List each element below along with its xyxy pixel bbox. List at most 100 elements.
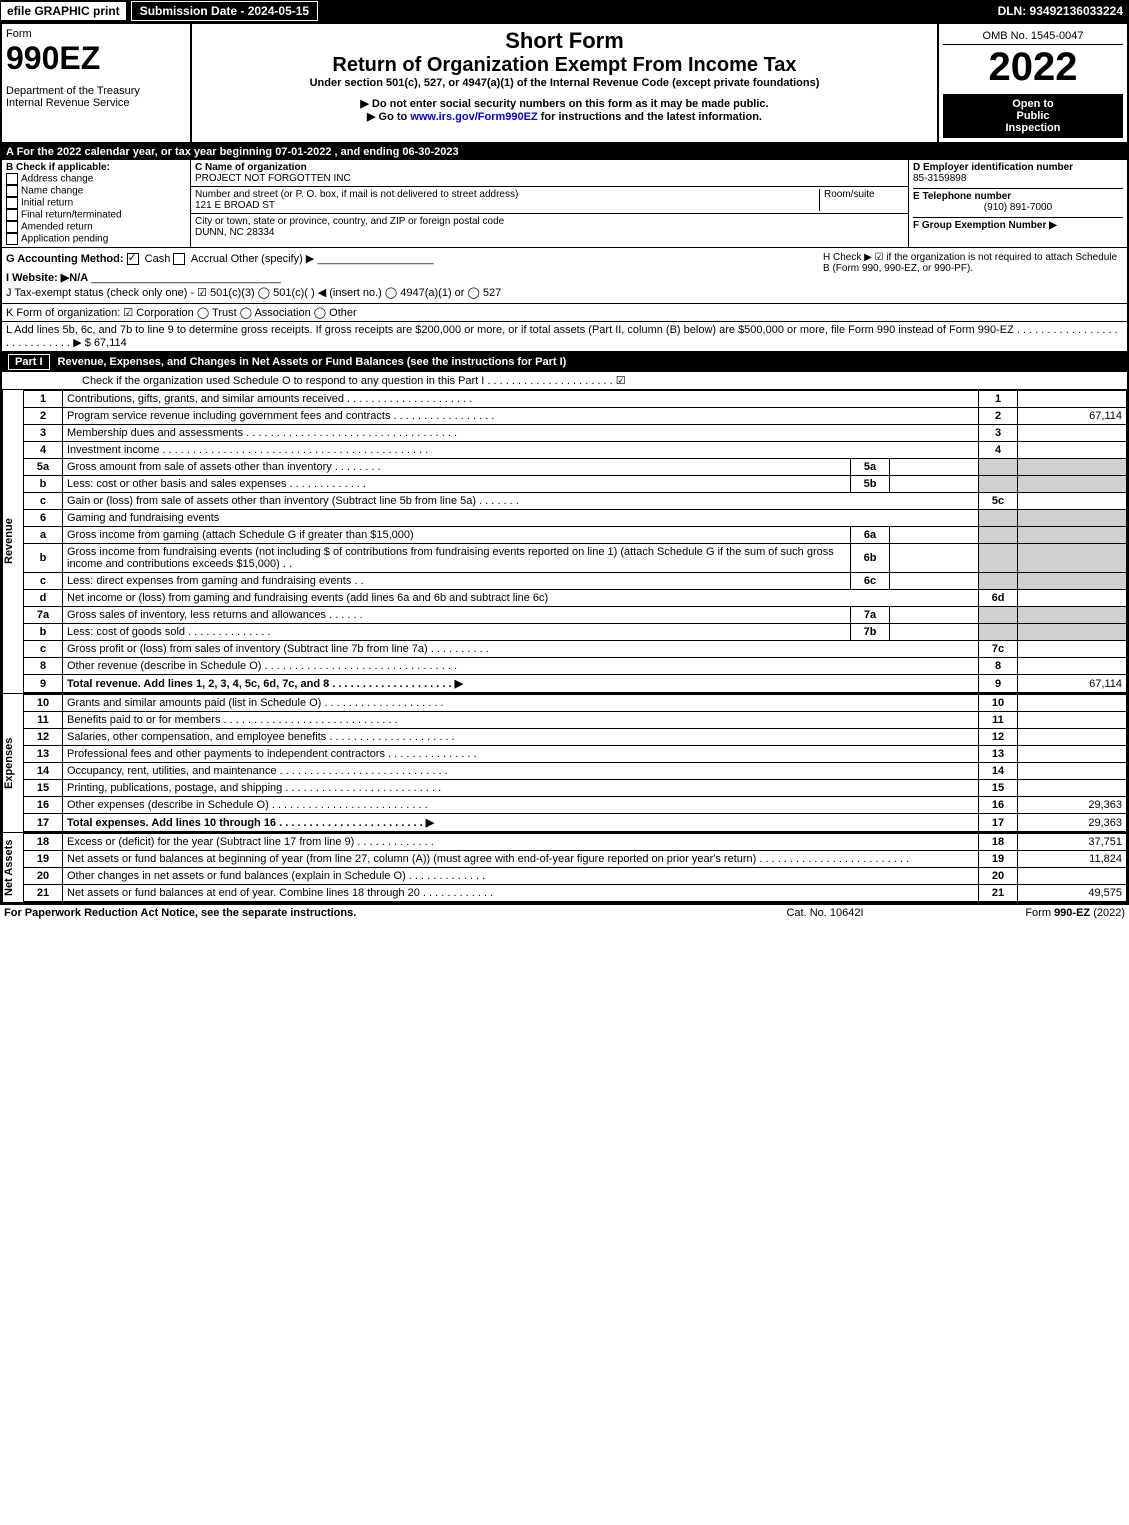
checkbox-cash[interactable] <box>127 253 139 265</box>
line-9-val: 67,114 <box>1018 675 1127 693</box>
phone-label: E Telephone number <box>913 188 1123 202</box>
check-initial[interactable]: Initial return <box>6 197 186 209</box>
line-5c-val <box>1018 493 1127 510</box>
net-assets-table: 18Excess or (deficit) for the year (Subt… <box>23 833 1127 902</box>
submission-date: Submission Date - 2024-05-15 <box>131 1 318 21</box>
omb-number: OMB No. 1545-0047 <box>943 28 1123 45</box>
tax-year: 2022 <box>943 45 1123 90</box>
part-1-check: Check if the organization used Schedule … <box>2 372 1127 390</box>
row-i: I Website: ▶N/A <box>6 272 88 284</box>
name-label: C Name of organization <box>195 162 904 173</box>
irs-link[interactable]: www.irs.gov/Form990EZ <box>410 111 537 123</box>
check-amended[interactable]: Amended return <box>6 221 186 233</box>
line-3-val <box>1018 425 1127 442</box>
check-address[interactable]: Address change <box>6 173 186 185</box>
open-to-public: Open to Public Inspection <box>943 94 1123 138</box>
check-pending[interactable]: Application pending <box>6 233 186 245</box>
under-section: Under section 501(c), 527, or 4947(a)(1)… <box>196 77 933 89</box>
part-1-label: Part I <box>8 354 50 370</box>
checkbox-icon[interactable] <box>6 197 18 209</box>
line-6b-desc: Gross income from fundraising events (no… <box>63 544 851 573</box>
form-990ez: Form 990EZ Department of the Treasury In… <box>0 22 1129 905</box>
check-final[interactable]: Final return/terminated <box>6 209 186 221</box>
irs: Internal Revenue Service <box>6 97 186 109</box>
row-l: L Add lines 5b, 6c, and 7b to line 9 to … <box>2 322 1127 352</box>
org-name-row: C Name of organization PROJECT NOT FORGO… <box>191 160 908 187</box>
line-num: 1 <box>24 391 63 408</box>
expenses-table: 10Grants and similar amounts paid (list … <box>23 694 1127 832</box>
line-12-desc: Salaries, other compensation, and employ… <box>63 729 979 746</box>
line-6c-desc: Less: direct expenses from gaming and fu… <box>63 573 851 590</box>
footer-right: Form 990-EZ (2022) <box>925 907 1125 919</box>
line-17-val: 29,363 <box>1018 814 1127 832</box>
checkbox-accrual[interactable] <box>173 253 185 265</box>
line-5b-desc: Less: cost or other basis and sales expe… <box>63 476 851 493</box>
other-label: Other (specify) ▶ <box>231 253 315 265</box>
street: 121 E BROAD ST <box>195 200 819 211</box>
form-header: Form 990EZ Department of the Treasury In… <box>2 24 1127 144</box>
line-11-desc: Benefits paid to or for members . . . . … <box>63 712 979 729</box>
line-6-desc: Gaming and fundraising events <box>63 510 979 527</box>
accounting-method: G Accounting Method: Cash Accrual Other … <box>6 252 823 299</box>
phone: (910) 891-7000 <box>913 202 1123 213</box>
line-8-val <box>1018 658 1127 675</box>
line-20-val <box>1018 868 1127 885</box>
short-form-title: Short Form <box>196 28 933 54</box>
line-7c-desc: Gross profit or (loss) from sales of inv… <box>63 641 979 658</box>
row-g-h: G Accounting Method: Cash Accrual Other … <box>2 248 1127 304</box>
checkbox-icon[interactable] <box>6 209 18 221</box>
expenses-section: Expenses 10Grants and similar amounts pa… <box>2 694 1127 833</box>
line-16-desc: Other expenses (describe in Schedule O) … <box>63 797 979 814</box>
footer-left: For Paperwork Reduction Act Notice, see … <box>4 907 725 919</box>
line-4-val <box>1018 442 1127 459</box>
line-7a-desc: Gross sales of inventory, less returns a… <box>63 607 851 624</box>
checkbox-icon[interactable] <box>6 233 18 245</box>
goto-link[interactable]: ▶ Go to www.irs.gov/Form990EZ for instru… <box>196 110 933 123</box>
page-footer: For Paperwork Reduction Act Notice, see … <box>0 905 1129 921</box>
line-11-val <box>1018 712 1127 729</box>
net-assets-side-label: Net Assets <box>2 833 23 902</box>
street-label: Number and street (or P. O. box, if mail… <box>195 189 819 200</box>
checkbox-icon[interactable] <box>6 185 18 197</box>
group-label: F Group Exemption Number ▶ <box>913 217 1123 231</box>
accrual-label: Accrual <box>191 253 228 265</box>
line-1-val <box>1018 391 1127 408</box>
header-center: Short Form Return of Organization Exempt… <box>192 24 937 142</box>
street-row: Number and street (or P. O. box, if mail… <box>191 187 908 214</box>
ein-label: D Employer identification number <box>913 162 1123 173</box>
line-15-desc: Printing, publications, postage, and shi… <box>63 780 979 797</box>
line-2-val: 67,114 <box>1018 408 1127 425</box>
line-6d-val <box>1018 590 1127 607</box>
line-16-val: 29,363 <box>1018 797 1127 814</box>
expenses-side-label: Expenses <box>2 694 23 832</box>
room-suite: Room/suite <box>819 189 904 211</box>
section-h: H Check ▶ ☑ if the organization is not r… <box>823 252 1123 299</box>
line-8-desc: Other revenue (describe in Schedule O) .… <box>63 658 979 675</box>
row-k: K Form of organization: ☑ Corporation ◯ … <box>2 304 1127 322</box>
line-6a-desc: Gross income from gaming (attach Schedul… <box>63 527 851 544</box>
check-name[interactable]: Name change <box>6 185 186 197</box>
line-5a-desc: Gross amount from sale of assets other t… <box>63 459 851 476</box>
line-10-desc: Grants and similar amounts paid (list in… <box>63 695 979 712</box>
line-2-desc: Program service revenue including govern… <box>63 408 979 425</box>
line-18-desc: Excess or (deficit) for the year (Subtra… <box>63 834 979 851</box>
line-13-desc: Professional fees and other payments to … <box>63 746 979 763</box>
line-6d-desc: Net income or (loss) from gaming and fun… <box>63 590 979 607</box>
line-4-desc: Investment income . . . . . . . . . . . … <box>63 442 979 459</box>
g-label: G Accounting Method: <box>6 253 124 265</box>
line-14-val <box>1018 763 1127 780</box>
ein: 85-3159898 <box>913 173 1123 184</box>
dept-treasury: Department of the Treasury <box>6 85 186 97</box>
form-number: 990EZ <box>6 40 186 77</box>
section-a: A For the 2022 calendar year, or tax yea… <box>2 144 1127 160</box>
cash-label: Cash <box>145 253 171 265</box>
net-assets-section: Net Assets 18Excess or (deficit) for the… <box>2 833 1127 903</box>
line-9-desc: Total revenue. Add lines 1, 2, 3, 4, 5c,… <box>63 675 979 693</box>
efile-print[interactable]: efile GRAPHIC print <box>0 1 127 21</box>
top-bar: efile GRAPHIC print Submission Date - 20… <box>0 0 1129 22</box>
city-label: City or town, state or province, country… <box>195 216 904 227</box>
line-3-desc: Membership dues and assessments . . . . … <box>63 425 979 442</box>
line-15-val <box>1018 780 1127 797</box>
checkbox-icon[interactable] <box>6 173 18 185</box>
checkbox-icon[interactable] <box>6 221 18 233</box>
